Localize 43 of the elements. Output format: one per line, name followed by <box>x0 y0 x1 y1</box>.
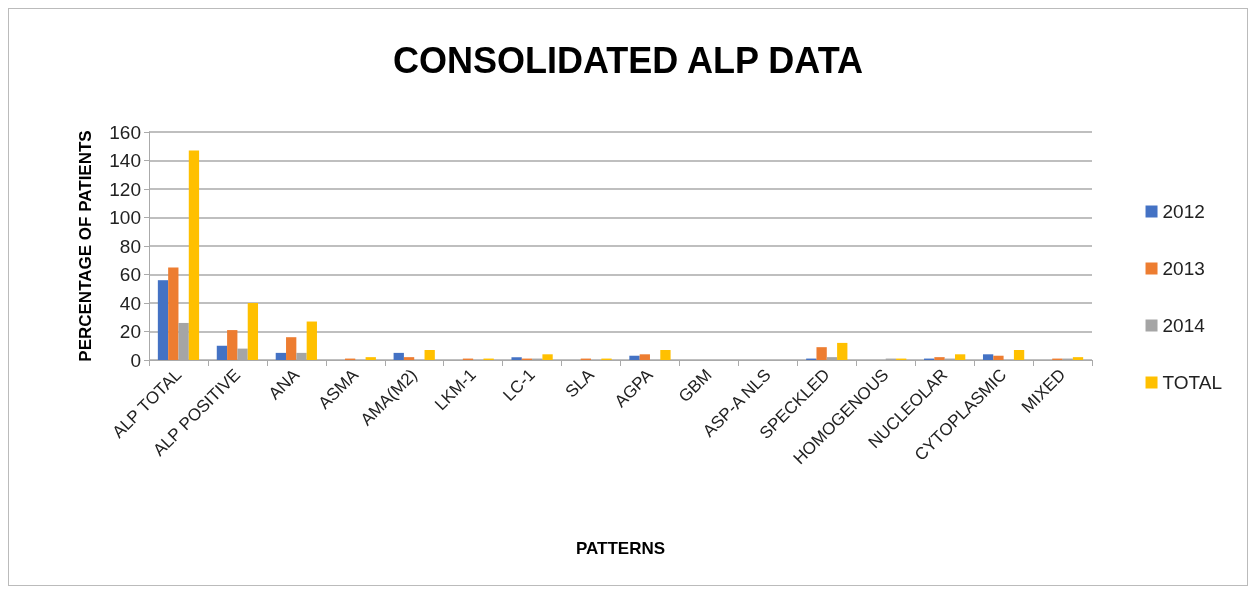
y-tick-label: 120 <box>109 178 141 200</box>
bar <box>157 280 169 360</box>
legend-label: TOTAL <box>1162 372 1223 393</box>
legend-label: 2012 <box>1162 201 1205 222</box>
bar <box>393 352 404 360</box>
legend-label: 2014 <box>1162 315 1206 336</box>
bar <box>542 354 553 360</box>
bar <box>227 330 238 360</box>
bar <box>168 267 179 360</box>
y-tick-label: 40 <box>119 292 141 314</box>
bar <box>837 342 848 360</box>
chart-title: CONSOLIDATED ALP DATA <box>393 39 863 81</box>
bar <box>306 321 317 360</box>
y-axis-title: PERCENTAGE OF PATIENTS <box>76 130 95 362</box>
bar <box>954 354 966 360</box>
bar <box>934 357 945 360</box>
y-tick-label: 140 <box>109 150 141 171</box>
y-tick-label: 100 <box>109 207 141 228</box>
y-tick-label: 60 <box>119 264 141 285</box>
bar <box>639 354 650 360</box>
bar <box>660 350 671 360</box>
bar <box>1072 357 1084 360</box>
y-tick-label: 20 <box>119 321 141 342</box>
y-tick-label: 80 <box>119 235 141 257</box>
bar <box>511 357 522 360</box>
bar <box>629 355 640 360</box>
bar <box>403 357 415 360</box>
bar <box>816 347 827 360</box>
bar <box>1013 350 1025 360</box>
bar <box>365 357 376 360</box>
x-axis-title: PATTERNS <box>575 539 666 558</box>
x-tick-label: SLA <box>561 364 599 402</box>
legend-label: 2013 <box>1162 258 1205 279</box>
bar <box>982 354 994 360</box>
bar <box>275 352 287 360</box>
bar <box>424 350 435 360</box>
bar <box>993 355 1004 360</box>
bar <box>247 303 259 360</box>
bar <box>216 345 228 360</box>
y-tick-label: 160 <box>109 121 141 143</box>
bar <box>188 150 200 360</box>
bar <box>286 337 297 360</box>
y-tick-label: 0 <box>130 349 141 371</box>
